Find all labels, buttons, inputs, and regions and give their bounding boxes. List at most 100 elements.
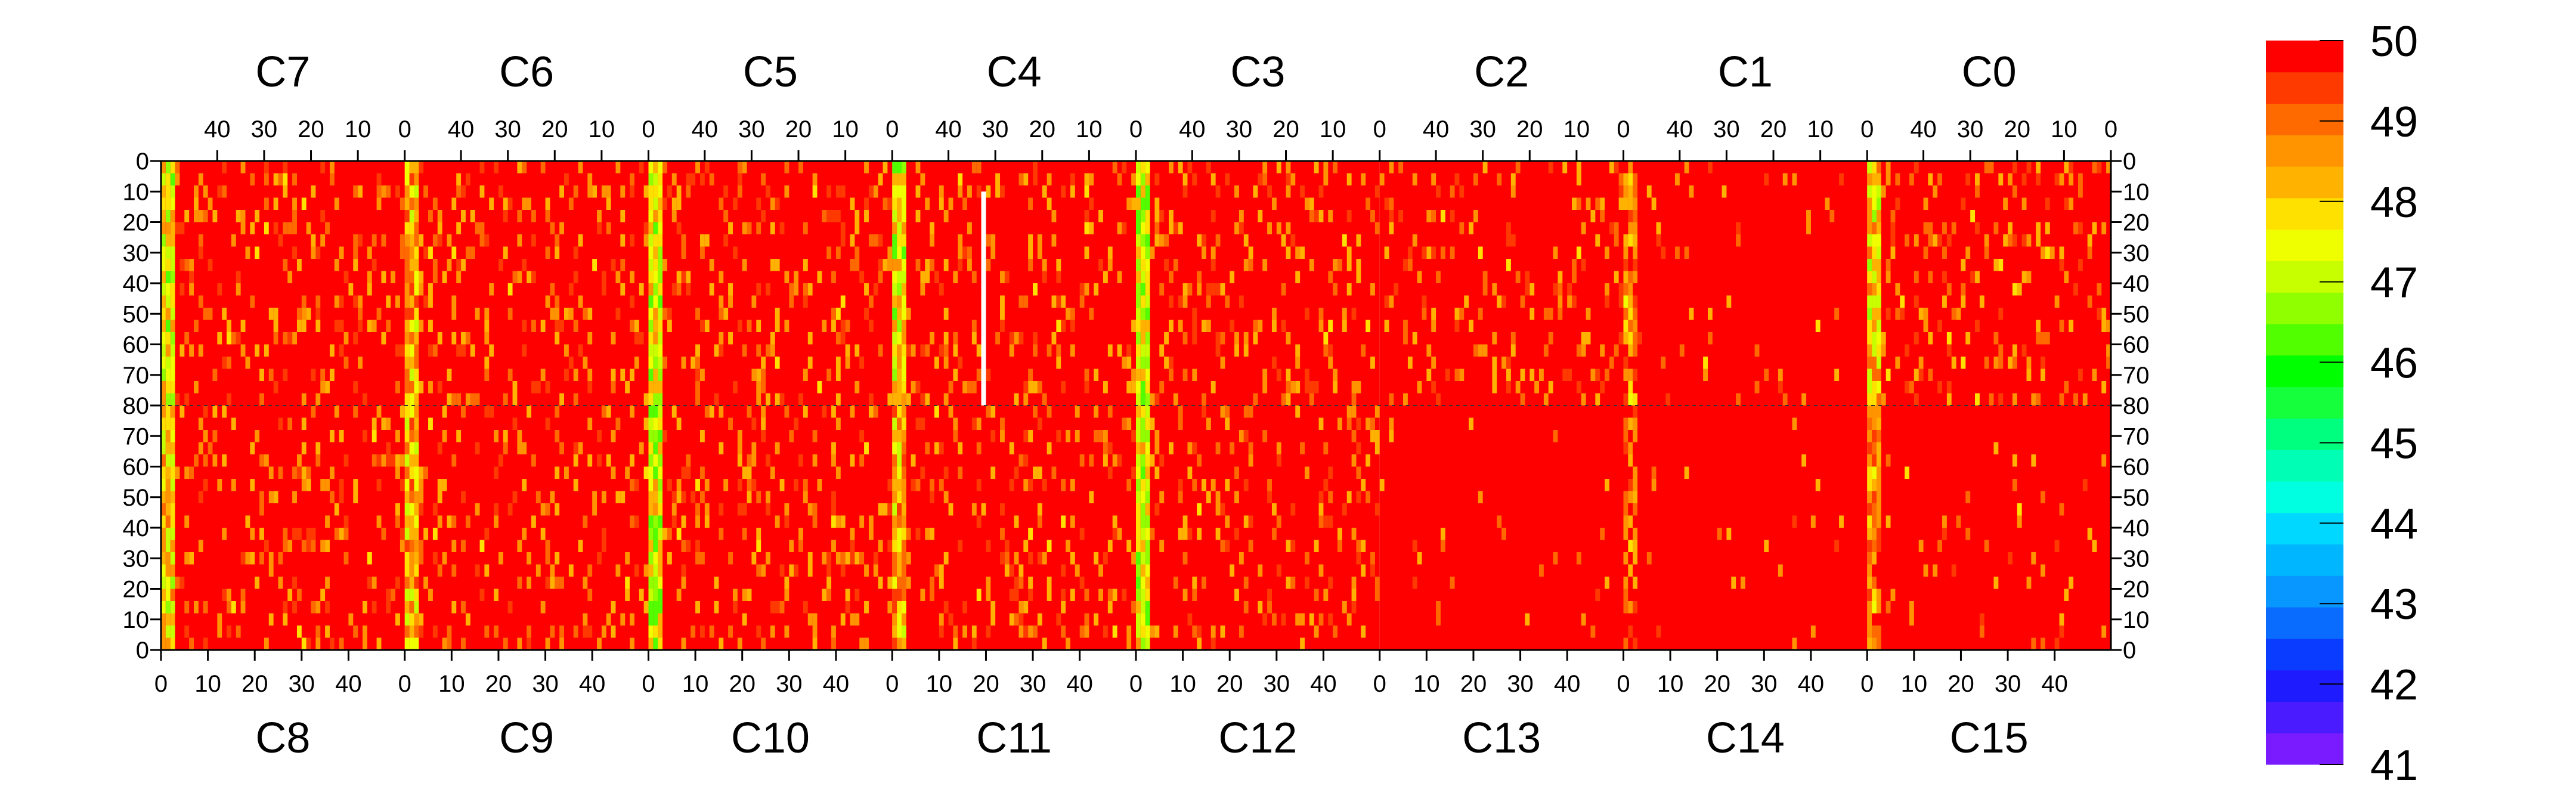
heatmap-cell [1895,283,1900,296]
heatmap-cell [1346,210,1352,222]
heatmap-cell [742,589,747,601]
heatmap-cell [1243,515,1249,528]
heatmap-cell [550,577,555,589]
heatmap-cell [343,528,349,540]
heatmap-cell [212,430,218,442]
heatmap-cell [414,357,419,369]
heatmap-cell [620,613,626,626]
chip-label-c11: C11 [976,714,1052,762]
heatmap-cell [194,454,199,467]
heatmap-cell [1136,540,1141,552]
bottom-tick-label: 30 [1751,671,1778,697]
heatmap-cell [1197,283,1202,296]
heatmap-cell [719,637,724,650]
heatmap-cell [1351,308,1357,320]
heatmap-cell [728,332,733,345]
heatmap-cell [686,173,691,185]
top-tick-label: 40 [1179,116,1206,143]
heatmap-cell [583,613,588,626]
heatmap-cell [540,601,546,614]
heatmap-cell [2017,283,2022,296]
heatmap-cell [165,320,171,332]
heatmap-cell [742,259,747,271]
heatmap-cell [1605,246,1609,259]
chip-label-c4: C4 [987,48,1042,96]
heatmap-cell [728,222,733,234]
heatmap-cell [522,479,527,491]
heatmap-cell [358,308,363,320]
heatmap-cell [194,320,199,332]
heatmap-cell [1825,197,1830,210]
heatmap-cell [456,173,462,185]
heatmap-cell [653,357,658,369]
heatmap-cell [165,503,171,516]
heatmap-cell [812,503,818,516]
heatmap-cell [1872,405,1877,418]
heatmap-cell [1328,210,1333,222]
heatmap-cell [498,454,503,467]
heatmap-cell [625,589,630,601]
heatmap-cell [414,637,419,650]
heatmap-cell [840,564,846,577]
heatmap-cell [442,271,447,283]
heatmap-cell [2077,185,2083,198]
heatmap-cell [1271,357,1277,369]
heatmap-cell [1628,626,1633,638]
heatmap-cell [273,381,278,394]
heatmap-cell [451,515,457,528]
heatmap-cell [897,173,902,185]
heatmap-cell [714,601,719,614]
heatmap-cell [423,577,429,589]
heatmap-cell [597,552,602,565]
heatmap-cell [1501,528,1506,540]
heatmap-cell [691,491,696,503]
heatmap-cell [1140,466,1145,479]
heatmap-cell [414,344,419,357]
heatmap-cell [1286,222,1291,234]
heatmap-cell [1192,332,1197,345]
heatmap-cell [897,417,902,430]
heatmap-cell [1905,344,1909,357]
heatmap-cell [165,357,171,369]
heatmap-cell [1895,173,1900,185]
heatmap-cell [648,417,654,430]
heatmap-cell [1834,540,1840,552]
heatmap-cell [1867,234,1872,247]
heatmap-cell [1346,283,1352,296]
heatmap-cell [1281,234,1286,247]
heatmap-cell [1506,222,1511,234]
heatmap-cell [522,528,527,540]
heatmap-cell [1492,332,1497,345]
heatmap-cell [222,528,227,540]
heatmap-cell [1328,466,1333,479]
heatmap-cell [461,259,466,271]
heatmap-cell [170,454,175,467]
heatmap-cell [653,430,658,442]
heatmap-cell [1651,479,1657,491]
heatmap-cell [573,479,578,491]
heatmap-cell [775,601,780,614]
heatmap-cell [273,197,278,210]
heatmap-cell [1070,320,1075,332]
heatmap-cell [1182,173,1188,185]
heatmap-cell [1140,589,1145,601]
heatmap-cell [1914,393,1919,405]
heatmap-cell [170,308,175,320]
heatmap-cell [850,528,855,540]
heatmap-cell [311,528,316,540]
heatmap-cell [1933,185,1938,198]
heatmap-cell [386,442,391,454]
heatmap-cell [437,442,442,454]
heatmap-cell [1374,589,1380,601]
heatmap-cell [1351,577,1357,589]
heatmap-cell [658,320,663,332]
heatmap-cell [1993,442,1999,454]
heatmap-cell [161,344,166,357]
heatmap-cell [1351,393,1357,405]
heatmap-cell [395,515,400,528]
heatmap-cell [1876,295,1881,308]
heatmap-cell [320,589,326,601]
heatmap-cell [371,601,377,614]
heatmap-cell [883,161,888,174]
heatmap-cell [892,271,897,283]
